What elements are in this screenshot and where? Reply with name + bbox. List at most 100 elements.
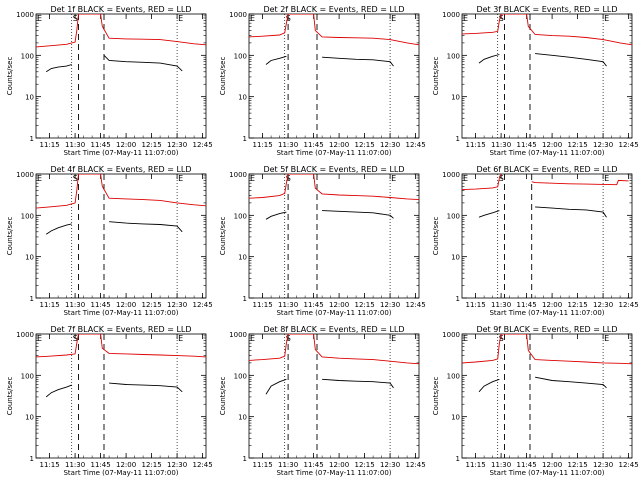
y-tick-label: 100 [21,212,34,220]
y-axis-label: Counts/sec [219,57,227,96]
x-tick-label: 12:00 [329,141,349,149]
x-tick-label: 11:45 [517,461,537,469]
y-tick-label: 1000 [16,11,34,19]
y-axis-label: Counts/sec [6,377,14,416]
plot-frame [35,13,207,139]
x-tick-label: 11:30 [491,141,511,149]
marker-label: S [73,174,78,183]
marker-label: E [37,174,42,183]
panel-title: Det 8f BLACK = Events, RED = LLD [263,325,404,334]
x-tick-label: 12:00 [542,461,562,469]
x-tick-label: 11:30 [491,301,511,309]
marker-label: E [250,14,255,23]
series-events [265,55,287,65]
series-events [478,378,500,393]
x-tick-label: 11:45 [304,461,324,469]
x-tick-label: 12:45 [619,301,639,309]
series-lld [531,179,629,186]
x-tick-label: 12:30 [593,301,613,309]
x-tick-label: 12:15 [355,461,375,469]
y-tick-label: 1000 [229,11,247,19]
x-tick-label: 12:15 [355,301,375,309]
y-tick-label: 1 [456,135,460,143]
marker-label: E [178,334,183,343]
panel-det-4: Det 4f BLACK = Events, RED = LLD 1 10 100 10… [6,165,213,317]
x-tick-label: 12:00 [116,141,136,149]
panel-title: Det 7f BLACK = Events, RED = LLD [50,325,191,334]
x-tick-label: 11:45 [91,301,111,309]
y-tick-label: 1000 [442,171,460,179]
y-axis-label: Counts/sec [6,57,14,96]
series-events [45,384,72,398]
x-tick-label: 11:15 [253,141,273,149]
y-axis-label: Counts/sec [432,217,440,256]
x-tick-label: 12:30 [380,141,400,149]
y-tick-label: 1000 [229,331,247,339]
y-tick-label: 1000 [442,11,460,19]
y-tick-label: 100 [234,212,247,220]
series-events [265,211,287,220]
marker-label: E [37,14,42,23]
y-tick-label: 10 [25,254,34,262]
y-tick-label: 10 [451,254,460,262]
x-tick-label: 12:15 [568,461,588,469]
x-tick-label: 11:30 [278,461,298,469]
y-tick-label: 1 [30,135,34,143]
y-tick-label: 1 [243,135,247,143]
y-tick-label: 100 [447,372,460,380]
panel-det-2: Det 2f BLACK = Events, RED = LLD 1 10 100 10… [219,5,426,157]
x-tick-label: 11:30 [65,141,85,149]
y-axis-label: Counts/sec [6,217,14,256]
series-events [322,210,394,219]
x-tick-label: 11:15 [466,141,486,149]
panel-title: Det 4f BLACK = Events, RED = LLD [50,165,191,174]
plot-frame [461,13,633,139]
marker-label: E [604,174,609,183]
x-tick-label: 11:45 [304,301,324,309]
series-lld [249,14,419,46]
series-lld [462,14,632,46]
panel-title: Det 5f BLACK = Events, RED = LLD [263,165,404,174]
x-axis-label: Start Time (07-May-11 11:07:00) [489,469,604,477]
y-tick-label: 10 [25,414,34,422]
x-tick-label: 12:30 [380,461,400,469]
panel-det-5: Det 5f BLACK = Events, RED = LLD 1 10 100 10… [219,165,426,317]
panel-det-6: Det 6f BLACK = Events, RED = LLD 1 10 100 10… [432,165,639,317]
panel-det-3: Det 3f BLACK = Events, RED = LLD 1 10 100 10… [432,5,639,157]
x-tick-label: 11:45 [91,461,111,469]
y-tick-label: 10 [238,414,247,422]
x-tick-label: 12:00 [116,301,136,309]
x-tick-label: 12:00 [329,461,349,469]
y-tick-label: 100 [447,212,460,220]
x-axis-label: Start Time (07-May-11 11:07:00) [276,149,391,157]
x-tick-label: 12:45 [619,461,639,469]
marker-label: S [499,174,504,183]
series-events [322,56,394,67]
x-tick-label: 12:45 [406,141,426,149]
x-tick-label: 12:15 [568,141,588,149]
series-events [478,210,500,218]
series-events [478,54,500,64]
series-events [322,378,394,389]
panel-det-1: Det 1f BLACK = Events, RED = LLD 1 10 100 10… [6,5,213,157]
x-tick-label: 11:30 [278,301,298,309]
y-axis-label: Counts/sec [219,217,227,256]
y-tick-label: 100 [21,372,34,380]
x-tick-label: 12:45 [193,141,213,149]
y-tick-label: 10 [451,414,460,422]
marker-label: E [604,14,609,23]
x-tick-label: 11:15 [466,301,486,309]
panel-title: Det 2f BLACK = Events, RED = LLD [263,5,404,14]
panel-det-9: Det 9f BLACK = Events, RED = LLD 1 10 100 10… [432,325,639,477]
y-tick-label: 100 [21,52,34,60]
series-lld [462,334,632,365]
x-axis-label: Start Time (07-May-11 11:07:00) [489,149,604,157]
y-tick-label: 1 [243,295,247,303]
x-axis-label: Start Time (07-May-11 11:07:00) [63,469,178,477]
x-tick-label: 12:15 [142,461,162,469]
x-tick-label: 12:30 [167,301,187,309]
x-tick-label: 12:45 [619,141,639,149]
x-tick-label: 11:45 [304,141,324,149]
plot-frame [35,333,207,459]
